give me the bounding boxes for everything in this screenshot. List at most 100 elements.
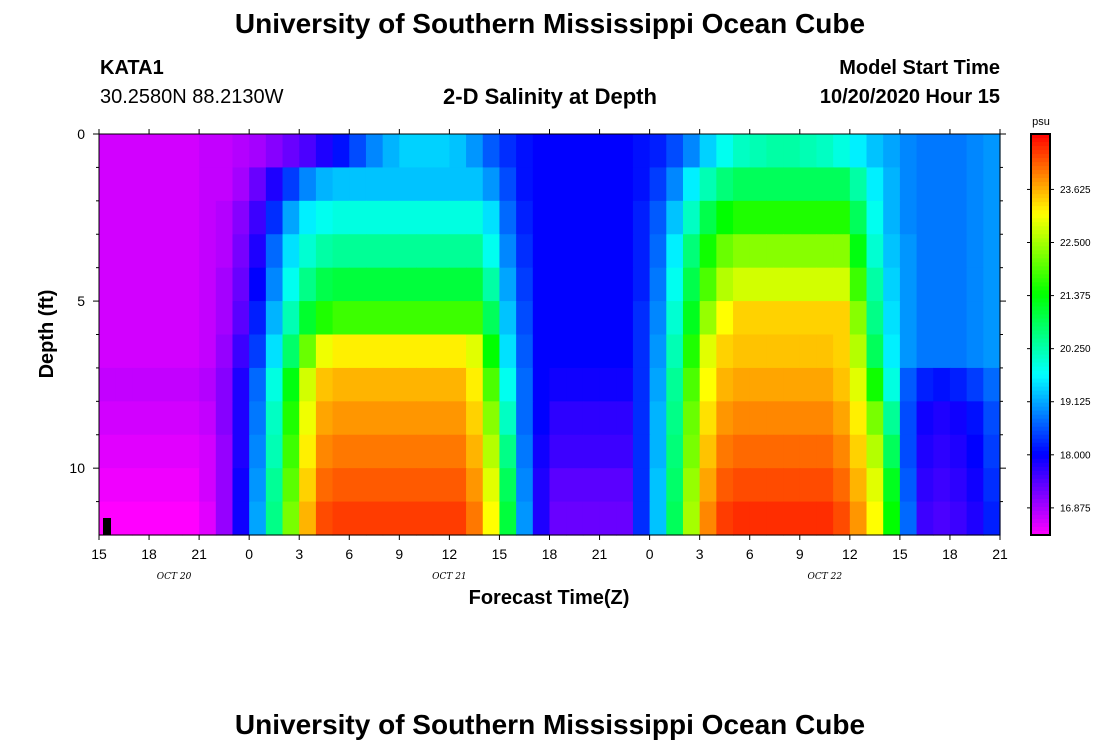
heatmap-cell	[132, 200, 150, 235]
heatmap-cell	[365, 234, 384, 269]
heatmap-cell	[349, 401, 367, 436]
heatmap-cell	[949, 200, 968, 235]
heatmap-cell	[382, 401, 400, 436]
heatmap-cell	[532, 334, 551, 369]
heatmap-cell	[215, 267, 234, 302]
top-title: University of Southern Mississippi Ocean…	[234, 8, 866, 39]
heatmap-cell	[749, 401, 768, 436]
heatmap-cell	[516, 301, 534, 336]
colorbar-label: 23.625	[1060, 185, 1091, 196]
heatmap-cell	[199, 434, 217, 469]
heatmap-cell	[149, 367, 167, 402]
heatmap-cell	[816, 501, 834, 536]
heatmap-cell	[649, 200, 667, 235]
heatmap-cell	[182, 134, 200, 169]
heatmap-cell	[666, 367, 684, 402]
colorbar-segment	[1031, 258, 1050, 263]
heatmap-cell	[582, 134, 601, 169]
heatmap-cell	[249, 401, 267, 436]
colorbar-segment	[1031, 446, 1050, 452]
colorbar-segment	[1031, 478, 1050, 484]
colorbar-segment	[1031, 154, 1050, 159]
heatmap-cell	[365, 167, 384, 202]
heatmap-cell	[315, 334, 334, 369]
heatmap-cell	[299, 234, 317, 269]
heatmap-cell	[199, 401, 217, 436]
heatmap-cell	[99, 367, 117, 402]
heatmap-cell	[99, 167, 117, 202]
colorbar-segment	[1031, 426, 1050, 432]
heatmap-cell	[132, 334, 150, 369]
heatmap-cell	[482, 167, 501, 202]
heatmap-cell	[315, 367, 334, 402]
heatmap-cell	[432, 167, 450, 202]
heatmap-cell	[265, 334, 284, 369]
heatmap-cell	[666, 401, 684, 436]
heatmap-cell	[416, 334, 434, 369]
heatmap-cell	[682, 167, 701, 202]
heatmap-cell	[365, 401, 384, 436]
colorbar-segment	[1031, 254, 1050, 259]
heatmap-cell	[215, 301, 234, 336]
heatmap-cell	[482, 367, 501, 402]
heatmap-cell	[399, 134, 417, 169]
heatmap-cell	[516, 501, 534, 536]
colorbar-segment	[1031, 410, 1050, 416]
heatmap-cell	[566, 200, 584, 235]
heatmap-cell	[232, 367, 250, 402]
heatmap-cell	[449, 334, 467, 369]
heatmap-cell	[99, 234, 117, 269]
heatmap-cell	[382, 301, 400, 336]
x-axis-label: Forecast Time(Z)	[469, 587, 630, 609]
heatmap-cell	[115, 334, 133, 369]
heatmap-cell	[182, 401, 200, 436]
heatmap-cell	[132, 234, 150, 269]
heatmap-cell	[649, 267, 667, 302]
heatmap-cell	[115, 501, 133, 536]
colorbar-segment	[1031, 474, 1050, 480]
heatmap-cell	[983, 134, 1001, 169]
heatmap-cell	[516, 334, 534, 369]
heatmap-cell	[899, 501, 918, 536]
heatmap-cell	[499, 501, 517, 536]
heatmap-cell	[182, 334, 200, 369]
heatmap-cell	[232, 234, 250, 269]
heatmap-cell	[149, 200, 167, 235]
heatmap-cell	[332, 167, 350, 202]
colorbar-segment	[1031, 494, 1050, 500]
heatmap-cell	[332, 434, 350, 469]
heatmap-cell	[299, 200, 317, 235]
heatmap-cell	[649, 134, 667, 169]
heatmap-cell	[432, 434, 450, 469]
heatmap-cell	[866, 468, 884, 503]
heatmap-cell	[699, 468, 717, 503]
heatmap-cell	[666, 267, 684, 302]
x-tick-label: 6	[746, 546, 754, 562]
heatmap-cell	[849, 401, 868, 436]
heatmap-cell	[399, 334, 417, 369]
heatmap-cell	[499, 301, 517, 336]
heatmap-cell	[666, 468, 684, 503]
heatmap-cell	[265, 301, 284, 336]
heatmap-cell	[249, 234, 267, 269]
heatmap-cell	[432, 334, 450, 369]
colorbar-label: 18.000	[1060, 450, 1091, 461]
heatmap-cell	[966, 468, 984, 503]
heatmap-cell	[849, 267, 868, 302]
heatmap-cell	[282, 134, 300, 169]
heatmap-cell	[165, 301, 184, 336]
x-tick-label: 15	[892, 546, 908, 562]
heatmap-cell	[432, 367, 450, 402]
heatmap-cell	[99, 301, 117, 336]
heatmap-cell	[983, 501, 1001, 536]
heatmap-cell	[649, 468, 667, 503]
x-tick-label: 12	[442, 546, 458, 562]
colorbar-segment	[1031, 182, 1050, 187]
heatmap-cell	[399, 367, 417, 402]
heatmap-cell	[549, 167, 567, 202]
heatmap-cell	[165, 401, 184, 436]
heatmap-cell	[566, 134, 584, 169]
heatmap-cell	[666, 234, 684, 269]
heatmap-cell	[115, 234, 133, 269]
colorbar-segment	[1031, 522, 1050, 528]
